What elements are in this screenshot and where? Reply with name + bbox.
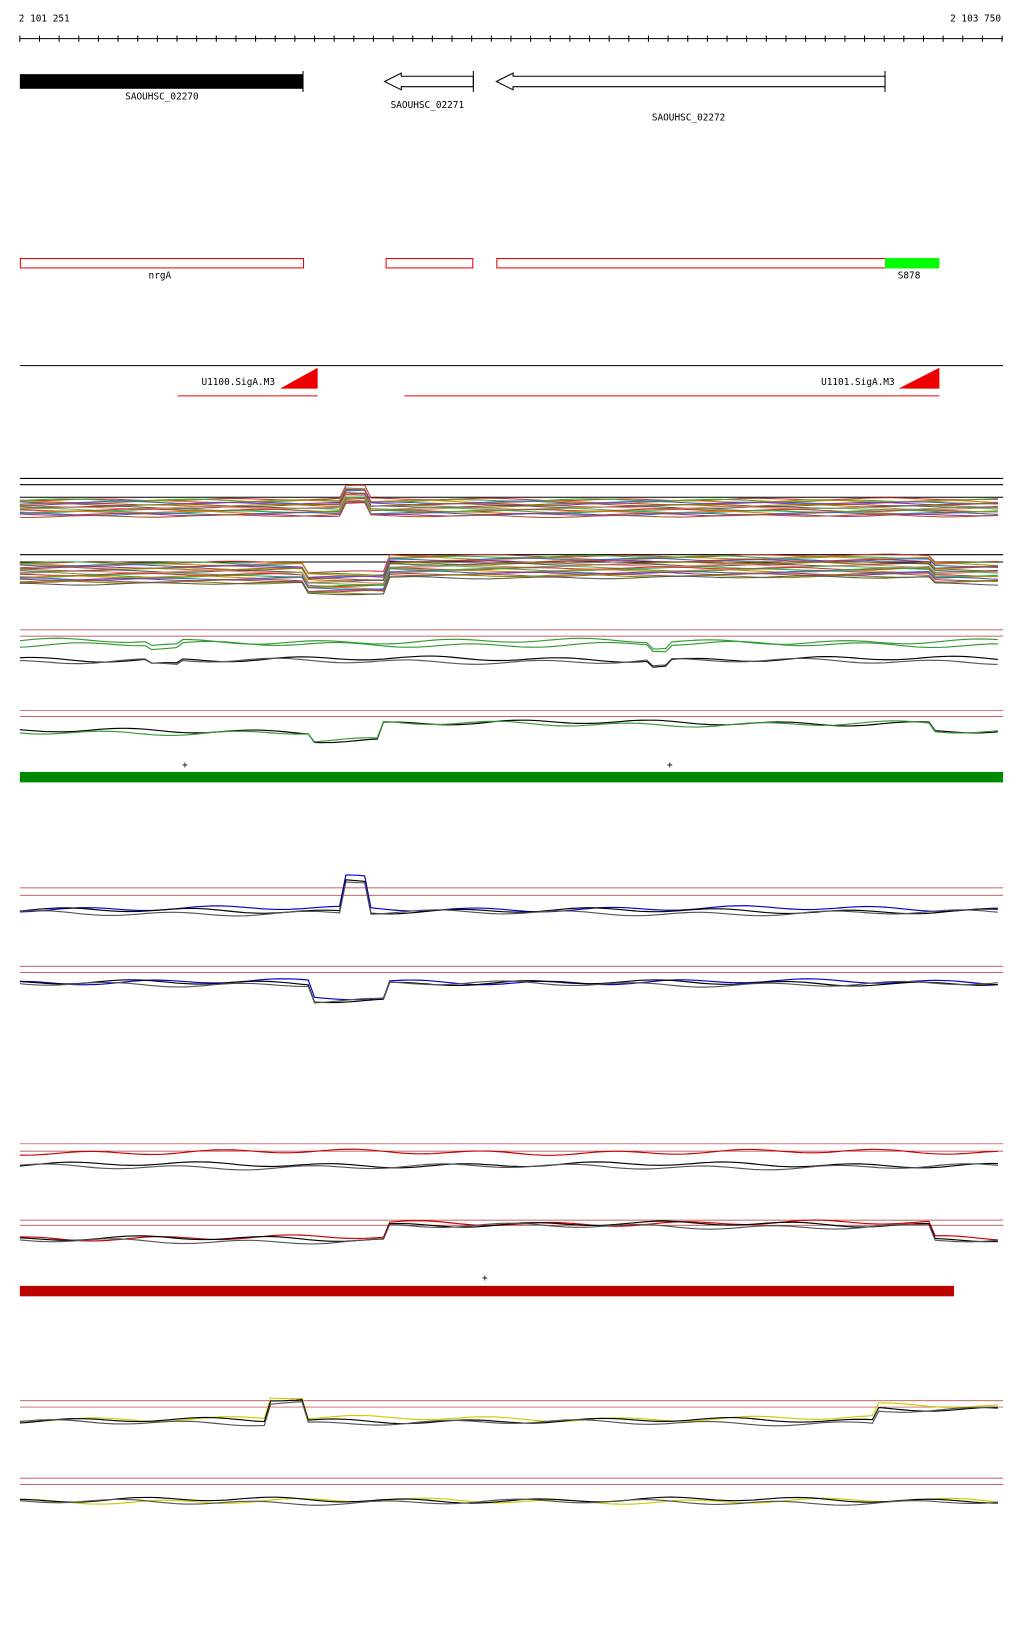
feature-label: S878 bbox=[898, 270, 921, 281]
trace bbox=[19, 575, 998, 596]
trace bbox=[19, 553, 998, 574]
trace bbox=[19, 1498, 998, 1506]
feature-box bbox=[496, 258, 887, 269]
trace bbox=[19, 657, 998, 667]
trace bbox=[19, 1220, 998, 1243]
gene-block bbox=[19, 74, 304, 89]
trace bbox=[19, 1401, 998, 1427]
trace bbox=[19, 720, 998, 743]
trace bbox=[19, 501, 998, 519]
feature-box bbox=[19, 258, 305, 269]
trace bbox=[19, 556, 998, 576]
trace bbox=[19, 640, 998, 653]
feature-label: nrgA bbox=[149, 270, 172, 281]
feature-box bbox=[385, 258, 474, 269]
trace bbox=[19, 500, 998, 516]
trace bbox=[19, 1163, 998, 1171]
trace bbox=[19, 980, 998, 1004]
trace bbox=[19, 487, 998, 503]
trace bbox=[19, 1219, 998, 1242]
trace bbox=[19, 655, 998, 668]
trace bbox=[19, 570, 998, 590]
trace bbox=[19, 561, 998, 582]
trace bbox=[19, 637, 998, 650]
trace bbox=[19, 567, 998, 588]
gene-arrow bbox=[495, 72, 886, 91]
trace bbox=[19, 1399, 998, 1425]
ruler-start: 2 101 251 bbox=[19, 13, 70, 24]
trace bbox=[19, 484, 998, 502]
condition-bar bbox=[19, 1285, 954, 1297]
gene-label: SAOUHSC_02271 bbox=[391, 100, 465, 111]
ruler-ticks bbox=[19, 35, 1003, 42]
track-mark: + bbox=[667, 760, 673, 771]
promoter-label: U1100.SigA.M3 bbox=[201, 377, 275, 388]
track-mark: + bbox=[182, 760, 188, 771]
trace bbox=[19, 978, 998, 1001]
promoter-label: U1101.SigA.M3 bbox=[821, 377, 895, 388]
expression-traces bbox=[19, 477, 1004, 1506]
condition-bar bbox=[19, 771, 1004, 783]
ruler-end: 2 103 750 bbox=[950, 13, 1001, 24]
track-mark: + bbox=[482, 1273, 488, 1284]
trace bbox=[19, 1496, 998, 1504]
trace bbox=[19, 493, 998, 509]
gene-label: SAOUHSC_02270 bbox=[125, 92, 199, 103]
trace bbox=[19, 881, 998, 917]
trace bbox=[19, 1397, 998, 1423]
gene-arrow bbox=[383, 72, 474, 91]
promoter-marker bbox=[280, 367, 318, 389]
promoter-marker bbox=[898, 367, 940, 389]
trace bbox=[19, 558, 998, 578]
feature-box bbox=[885, 258, 940, 269]
trace bbox=[19, 1222, 998, 1245]
trace bbox=[19, 565, 998, 585]
trace bbox=[19, 574, 998, 595]
trace bbox=[19, 560, 998, 581]
trace bbox=[19, 1497, 998, 1505]
gene-label: SAOUHSC_02272 bbox=[652, 113, 726, 124]
trace bbox=[19, 1148, 998, 1156]
trace bbox=[19, 874, 998, 913]
trace bbox=[19, 488, 998, 504]
trace bbox=[19, 879, 998, 915]
trace bbox=[19, 1161, 998, 1169]
